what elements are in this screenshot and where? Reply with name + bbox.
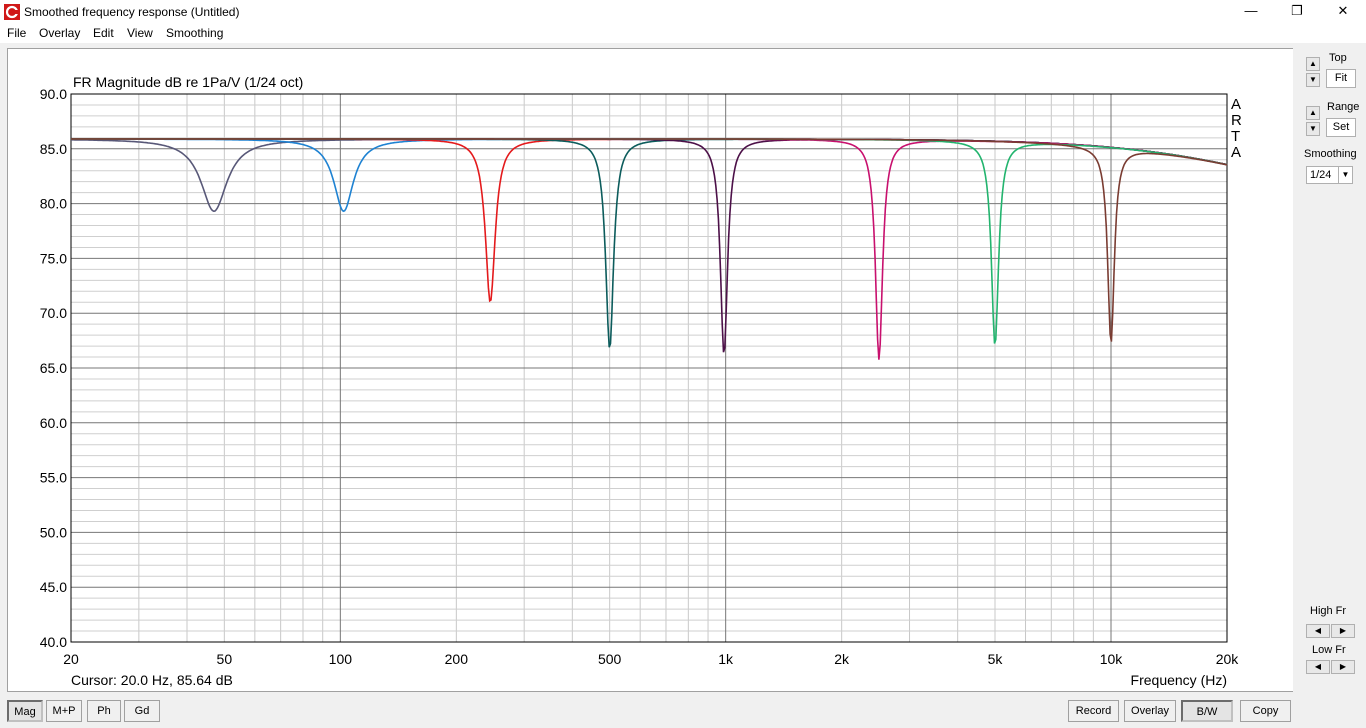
- plot-panel[interactable]: 90.0 85.0 80.0 75.0 70.0 65.0 60.0 55.0 50.0 45.0…: [7, 48, 1293, 692]
- series-line-8: [71, 138, 1228, 342]
- series-line-1: [71, 138, 1228, 213]
- arrow-down-icon: ▼: [1309, 75, 1317, 84]
- menu-edit[interactable]: Edit: [93, 26, 114, 40]
- y-tick-label: 90.0: [40, 86, 67, 102]
- range-up-button[interactable]: ▲: [1306, 106, 1320, 120]
- close-icon: ✕: [1337, 3, 1349, 18]
- close-button[interactable]: ✕: [1320, 0, 1366, 24]
- menu-overlay[interactable]: Overlay: [39, 26, 81, 40]
- arrow-up-icon: ▲: [1309, 108, 1317, 117]
- bw-button[interactable]: B/W: [1181, 700, 1233, 722]
- arrow-left-icon: ◀: [1314, 662, 1322, 671]
- series-line-3: [71, 138, 1228, 303]
- y-tick-label: 75.0: [40, 250, 67, 266]
- arrow-up-icon: ▲: [1309, 59, 1317, 68]
- series-group: [71, 138, 1228, 360]
- series-line-2: [71, 138, 1228, 213]
- ph-button[interactable]: Ph: [87, 700, 121, 722]
- arrow-down-icon: ▼: [1309, 124, 1317, 133]
- arrow-left-icon: ◀: [1314, 626, 1322, 635]
- y-tick-label: 70.0: [40, 305, 67, 321]
- menu-bar: File Overlay Edit View Smoothing: [0, 24, 1366, 43]
- y-tick-label: 50.0: [40, 524, 67, 540]
- y-tick-label: 40.0: [40, 634, 67, 650]
- top-label: Top: [1329, 52, 1347, 64]
- bottom-toolbar: Mag M+P Ph Gd Record Overlay B/W Copy: [0, 696, 1366, 728]
- overlay-button[interactable]: Overlay: [1124, 700, 1176, 722]
- set-button[interactable]: Set: [1326, 118, 1356, 137]
- y-tick-label: 55.0: [40, 470, 67, 486]
- watermark-letter: R: [1231, 112, 1242, 129]
- y-tick-labels: 90.0 85.0 80.0 75.0 70.0 65.0 60.0 55.0 50.0 45.0…: [40, 86, 67, 650]
- watermark-letter: A: [1231, 144, 1241, 161]
- watermark-letter: A: [1231, 96, 1241, 113]
- y-tick-label: 65.0: [40, 360, 67, 376]
- range-label: Range: [1327, 101, 1360, 113]
- x-tick-label: 200: [445, 651, 469, 667]
- range-down-button[interactable]: ▼: [1306, 122, 1320, 136]
- x-tick-label: 10k: [1100, 651, 1124, 667]
- smoothing-value: 1/24: [1310, 169, 1332, 181]
- arrow-right-icon: ▶: [1339, 626, 1347, 635]
- restore-icon: ❐: [1291, 3, 1303, 18]
- menu-view[interactable]: View: [127, 26, 153, 40]
- gd-button[interactable]: Gd: [124, 700, 160, 722]
- menu-file[interactable]: File: [7, 26, 27, 40]
- fit-button[interactable]: Fit: [1326, 69, 1356, 88]
- smoothing-label: Smoothing: [1304, 148, 1357, 160]
- x-tick-label: 20k: [1216, 651, 1240, 667]
- x-tick-labels: 20 50 100 200 500 1k 2k 5k 10k 20k: [63, 651, 1239, 667]
- x-tick-label: 50: [217, 651, 233, 667]
- x-tick-label: 5k: [988, 651, 1004, 667]
- x-axis-label: Frequency (Hz): [1131, 672, 1227, 688]
- restore-button[interactable]: ❐: [1274, 0, 1320, 24]
- top-down-button[interactable]: ▼: [1306, 73, 1320, 87]
- minimize-button[interactable]: —: [1228, 0, 1274, 24]
- x-tick-label: 100: [329, 651, 353, 667]
- minimize-icon: —: [1244, 3, 1258, 18]
- plot-border: [70, 93, 1228, 643]
- title-bar: Smoothed frequency response (Untitled) —…: [0, 0, 1366, 24]
- cursor-readout: Cursor: 20.0 Hz, 85.64 dB: [71, 672, 233, 688]
- y-tick-label: 60.0: [40, 415, 67, 431]
- mp-button[interactable]: M+P: [46, 700, 82, 722]
- x-tick-label: 1k: [718, 651, 734, 667]
- window-title: Smoothed frequency response (Untitled): [24, 5, 240, 19]
- right-sidebar: Top ▲ ▼ Fit Range ▲ ▼ Set Smoothing 1/24…: [1294, 48, 1366, 696]
- watermark-letter: T: [1231, 128, 1240, 145]
- menu-smoothing[interactable]: Smoothing: [166, 26, 224, 40]
- y-tick-label: 85.0: [40, 141, 67, 157]
- series-line-6: [71, 138, 1228, 360]
- x-tick-label: 20: [63, 651, 79, 667]
- low-fr-label: Low Fr: [1312, 644, 1346, 656]
- mag-button[interactable]: Mag: [7, 700, 43, 722]
- x-tick-label: 500: [598, 651, 622, 667]
- record-button[interactable]: Record: [1068, 700, 1119, 722]
- chart-title: FR Magnitude dB re 1Pa/V (1/24 oct): [73, 74, 303, 90]
- frequency-response-chart[interactable]: 90.0 85.0 80.0 75.0 70.0 65.0 60.0 55.0 50.0 45.0…: [8, 49, 1293, 691]
- y-tick-label: 45.0: [40, 579, 67, 595]
- copy-button[interactable]: Copy: [1240, 700, 1291, 722]
- high-fr-left-button[interactable]: ◀: [1306, 624, 1330, 638]
- y-tick-label: 80.0: [40, 196, 67, 212]
- smoothing-select[interactable]: 1/24 ▼: [1306, 166, 1353, 184]
- top-up-button[interactable]: ▲: [1306, 57, 1320, 71]
- low-fr-right-button[interactable]: ▶: [1331, 660, 1355, 674]
- low-fr-left-button[interactable]: ◀: [1306, 660, 1330, 674]
- arrow-right-icon: ▶: [1339, 662, 1347, 671]
- x-tick-label: 2k: [834, 651, 850, 667]
- app-icon: [4, 4, 20, 20]
- major-grid: [71, 94, 1227, 642]
- high-fr-right-button[interactable]: ▶: [1331, 624, 1355, 638]
- high-fr-label: High Fr: [1310, 605, 1347, 617]
- chevron-down-icon: ▼: [1338, 167, 1352, 183]
